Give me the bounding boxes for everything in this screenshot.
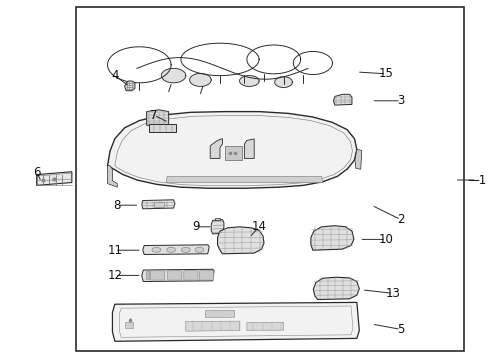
Polygon shape xyxy=(274,77,292,87)
Polygon shape xyxy=(246,322,283,330)
Ellipse shape xyxy=(195,247,203,252)
Text: 2: 2 xyxy=(396,213,404,226)
Polygon shape xyxy=(107,112,356,188)
Polygon shape xyxy=(210,139,222,158)
Polygon shape xyxy=(149,124,176,132)
Text: 7: 7 xyxy=(150,109,158,122)
Text: 4: 4 xyxy=(111,69,119,82)
Polygon shape xyxy=(189,73,211,86)
Bar xyxy=(76,7,464,351)
Polygon shape xyxy=(313,277,359,300)
Text: 5: 5 xyxy=(396,323,404,336)
Polygon shape xyxy=(354,149,361,169)
Polygon shape xyxy=(37,172,72,185)
Polygon shape xyxy=(244,139,254,158)
FancyBboxPatch shape xyxy=(150,271,164,280)
Polygon shape xyxy=(142,200,175,209)
Polygon shape xyxy=(333,94,351,105)
Polygon shape xyxy=(205,310,234,318)
FancyBboxPatch shape xyxy=(167,271,182,280)
Polygon shape xyxy=(146,110,168,125)
Polygon shape xyxy=(154,202,163,207)
Text: 10: 10 xyxy=(378,233,393,246)
Polygon shape xyxy=(217,227,264,254)
FancyBboxPatch shape xyxy=(183,271,198,280)
Polygon shape xyxy=(215,218,220,220)
Text: 3: 3 xyxy=(396,94,404,107)
Ellipse shape xyxy=(166,247,175,252)
Text: 13: 13 xyxy=(386,287,400,300)
Polygon shape xyxy=(166,176,322,183)
Bar xyxy=(224,146,242,160)
Text: 11: 11 xyxy=(107,244,122,257)
Ellipse shape xyxy=(152,247,161,252)
Text: 9: 9 xyxy=(191,220,199,233)
Polygon shape xyxy=(107,166,117,187)
Text: 6: 6 xyxy=(33,166,41,179)
Polygon shape xyxy=(161,68,185,83)
Polygon shape xyxy=(310,226,353,250)
Polygon shape xyxy=(112,302,359,341)
Ellipse shape xyxy=(181,247,190,252)
Polygon shape xyxy=(211,220,224,234)
Polygon shape xyxy=(124,81,135,91)
Text: 8: 8 xyxy=(113,199,121,212)
Text: —1: —1 xyxy=(466,174,485,186)
Text: 12: 12 xyxy=(107,269,122,282)
Polygon shape xyxy=(142,245,209,255)
Text: 14: 14 xyxy=(251,220,266,233)
Text: 15: 15 xyxy=(378,67,393,80)
Polygon shape xyxy=(239,76,259,86)
Bar xyxy=(145,271,148,279)
Polygon shape xyxy=(185,321,239,331)
Polygon shape xyxy=(142,269,214,282)
FancyBboxPatch shape xyxy=(199,271,213,280)
Polygon shape xyxy=(124,322,133,328)
